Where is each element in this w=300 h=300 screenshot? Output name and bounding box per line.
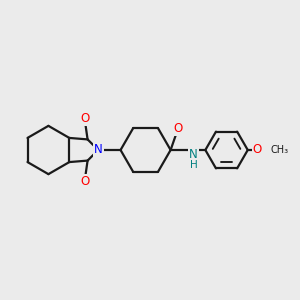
- Text: H: H: [190, 160, 197, 170]
- Text: O: O: [253, 143, 262, 157]
- Text: O: O: [80, 175, 89, 188]
- Text: N: N: [94, 143, 103, 157]
- Text: O: O: [173, 122, 183, 135]
- Text: O: O: [80, 112, 89, 125]
- Text: CH₃: CH₃: [270, 145, 289, 155]
- Text: N: N: [189, 148, 198, 161]
